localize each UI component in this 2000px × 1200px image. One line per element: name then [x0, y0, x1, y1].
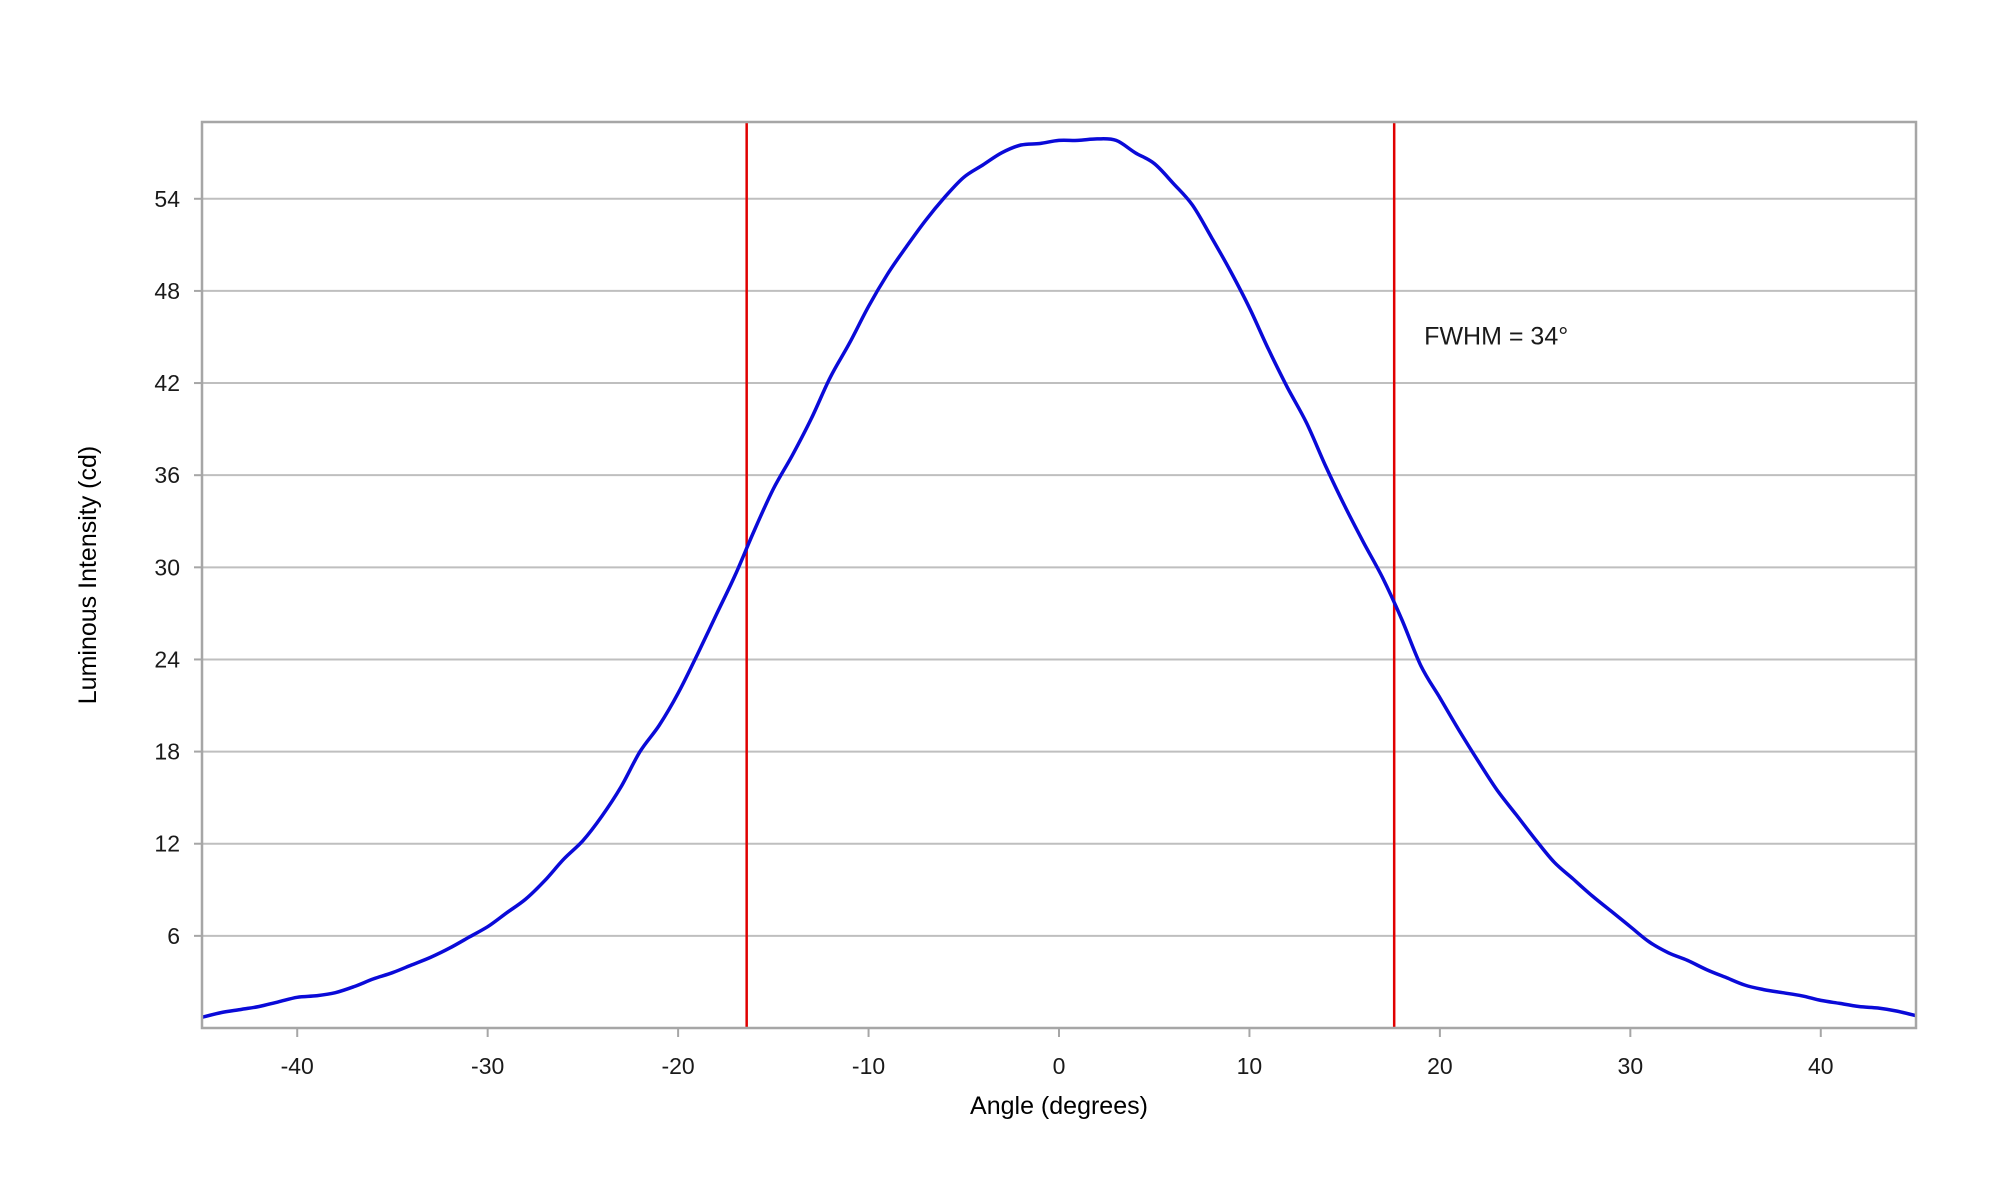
x-tick-label: 20 [1427, 1053, 1453, 1079]
x-tick-label: -30 [471, 1053, 504, 1079]
y-tick-labels: 6 12 18 24 30 36 42 48 54 [154, 186, 180, 949]
y-tick-label: 42 [154, 370, 180, 396]
x-tick-label: 10 [1237, 1053, 1263, 1079]
x-axis-title: Angle (degrees) [970, 1092, 1148, 1120]
fwhm-markers [745, 122, 1396, 1028]
y-tick-label: 36 [154, 462, 180, 488]
grid [194, 197, 1916, 937]
x-tick-label: -40 [281, 1053, 314, 1079]
y-axis-title: Luminous Intensity (cd) [74, 446, 102, 704]
x-tick-label: 40 [1808, 1053, 1834, 1079]
y-tick-label: 54 [154, 186, 180, 212]
y-tick-label: 18 [154, 739, 180, 765]
x-tick-label: 0 [1053, 1053, 1066, 1079]
y-tick-label: 24 [154, 646, 180, 672]
x-tick-labels: -40 -30 -20 -10 0 10 20 30 40 [281, 1028, 1834, 1079]
y-tick-label: 12 [154, 831, 180, 857]
y-tick-label: 48 [154, 278, 180, 304]
fwhm-annotation: FWHM = 34° [1424, 323, 1568, 351]
series-line [201, 137, 1917, 1019]
x-tick-label: -10 [852, 1053, 885, 1079]
series-layer [201, 137, 1917, 1019]
y-tick-label: 6 [167, 923, 180, 949]
x-tick-label: 30 [1618, 1053, 1644, 1079]
y-tick-label: 30 [154, 554, 180, 580]
x-tick-label: -20 [661, 1053, 694, 1079]
